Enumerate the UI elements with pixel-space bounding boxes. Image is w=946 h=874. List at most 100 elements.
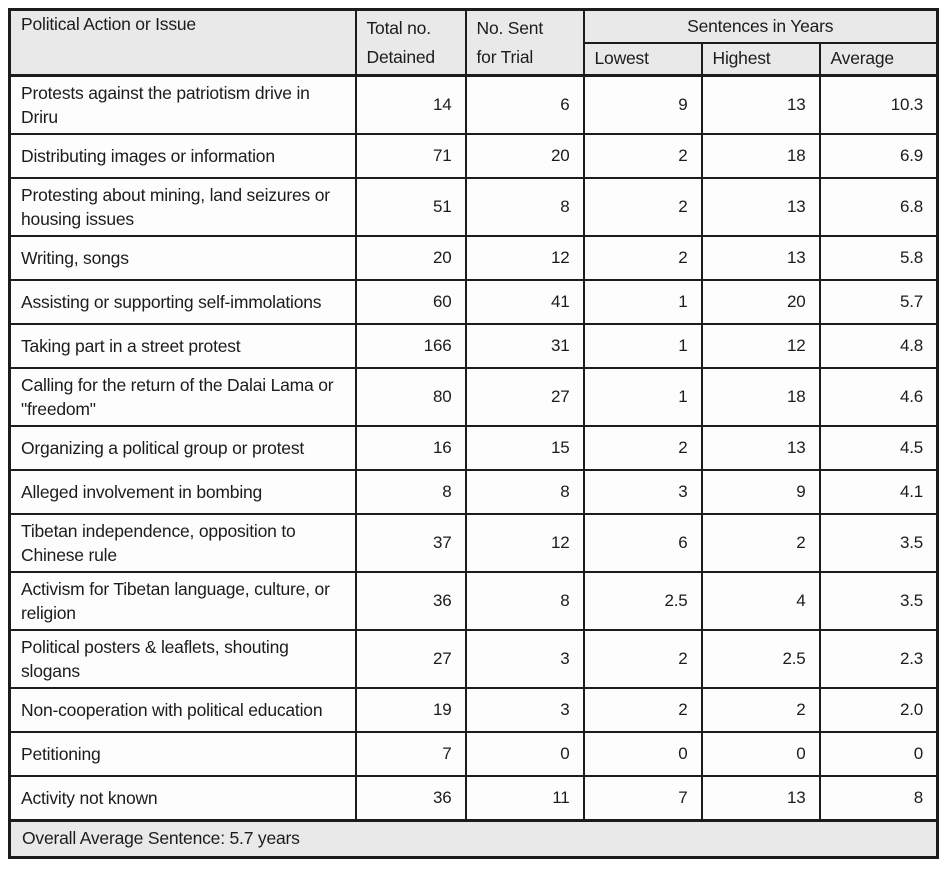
- table-row: Protests against the patriotism drive in…: [8, 74, 939, 135]
- table-body: Protests against the patriotism drive in…: [8, 74, 939, 822]
- row-lowest-value: 1: [582, 367, 703, 427]
- column-header-lowest: Lowest: [582, 41, 703, 77]
- row-lowest-value: 2: [582, 425, 703, 471]
- row-average-value: 5.7: [818, 279, 939, 325]
- row-highest-value: 18: [700, 133, 821, 179]
- row-action-label: Alleged involvement in bombing: [8, 469, 357, 515]
- row-detained-value: 27: [354, 629, 467, 689]
- table-row: Political posters & leaflets, shouting s…: [8, 629, 939, 689]
- row-highest-value: 13: [700, 425, 821, 471]
- row-average-value: 4.1: [818, 469, 939, 515]
- row-action-label: Writing, songs: [8, 235, 357, 281]
- table-row: Taking part in a street protest 166 31 1…: [8, 323, 939, 369]
- table-row: Non-cooperation with political education…: [8, 687, 939, 733]
- row-detained-value: 7: [354, 731, 467, 777]
- row-highest-value: 13: [700, 177, 821, 237]
- row-lowest-value: 7: [582, 775, 703, 822]
- row-lowest-value: 2: [582, 177, 703, 237]
- row-average-value: 6.8: [818, 177, 939, 237]
- table-row: Distributing images or information 71 20…: [8, 133, 939, 179]
- row-trial-value: 15: [464, 425, 585, 471]
- row-trial-value: 31: [464, 323, 585, 369]
- row-lowest-value: 1: [582, 279, 703, 325]
- row-detained-value: 14: [354, 74, 467, 135]
- row-highest-value: 4: [700, 571, 821, 631]
- row-detained-value: 60: [354, 279, 467, 325]
- row-highest-value: 13: [700, 775, 821, 822]
- column-header-highest: Highest: [700, 41, 821, 77]
- row-lowest-value: 9: [582, 74, 703, 135]
- table-row: Protesting about mining, land seizures o…: [8, 177, 939, 237]
- row-average-value: 3.5: [818, 513, 939, 573]
- row-detained-value: 19: [354, 687, 467, 733]
- row-action-label: Assisting or supporting self-immolations: [8, 279, 357, 325]
- table-row: Activism for Tibetan language, culture, …: [8, 571, 939, 631]
- column-header-detained: Total no. Detained: [354, 8, 467, 77]
- row-detained-value: 80: [354, 367, 467, 427]
- table-row: Calling for the return of the Dalai Lama…: [8, 367, 939, 427]
- table-row: Tibetan independence, opposition to Chin…: [8, 513, 939, 573]
- table-footer: Overall Average Sentence: 5.7 years: [8, 819, 939, 859]
- row-lowest-value: 2: [582, 235, 703, 281]
- row-highest-value: 12: [700, 323, 821, 369]
- row-average-value: 8: [818, 775, 939, 822]
- row-trial-value: 8: [464, 177, 585, 237]
- row-trial-value: 8: [464, 571, 585, 631]
- row-action-label: Calling for the return of the Dalai Lama…: [8, 367, 357, 427]
- row-trial-value: 0: [464, 731, 585, 777]
- row-highest-value: 13: [700, 235, 821, 281]
- row-lowest-value: 3: [582, 469, 703, 515]
- row-trial-value: 8: [464, 469, 585, 515]
- row-trial-value: 11: [464, 775, 585, 822]
- row-highest-value: 2: [700, 513, 821, 573]
- row-action-label: Taking part in a street protest: [8, 323, 357, 369]
- row-trial-value: 6: [464, 74, 585, 135]
- row-lowest-value: 2: [582, 629, 703, 689]
- row-average-value: 6.9: [818, 133, 939, 179]
- row-lowest-value: 2.5: [582, 571, 703, 631]
- row-action-label: Distributing images or information: [8, 133, 357, 179]
- table-row: Assisting or supporting self-immolations…: [8, 279, 939, 325]
- row-average-value: 5.8: [818, 235, 939, 281]
- row-detained-value: 71: [354, 133, 467, 179]
- column-header-trial: No. Sent for Trial: [464, 8, 585, 77]
- row-trial-value: 3: [464, 687, 585, 733]
- row-average-value: 2.0: [818, 687, 939, 733]
- row-detained-value: 36: [354, 571, 467, 631]
- row-average-value: 3.5: [818, 571, 939, 631]
- table-row: Petitioning 7 0 0 0 0: [8, 731, 939, 777]
- row-average-value: 4.5: [818, 425, 939, 471]
- row-detained-value: 16: [354, 425, 467, 471]
- table-row: Alleged involvement in bombing 8 8 3 9 4…: [8, 469, 939, 515]
- row-detained-value: 166: [354, 323, 467, 369]
- row-action-label: Non-cooperation with political education: [8, 687, 357, 733]
- table-container: Political Action or Issue Total no. Deta…: [8, 8, 940, 859]
- row-average-value: 10.3: [818, 74, 939, 135]
- row-trial-value: 20: [464, 133, 585, 179]
- row-trial-value: 41: [464, 279, 585, 325]
- row-highest-value: 2.5: [700, 629, 821, 689]
- row-detained-value: 51: [354, 177, 467, 237]
- sentences-table: Political Action or Issue Total no. Deta…: [8, 8, 940, 859]
- row-action-label: Activity not known: [8, 775, 357, 822]
- row-trial-value: 27: [464, 367, 585, 427]
- row-action-label: Tibetan independence, opposition to Chin…: [8, 513, 357, 573]
- overall-average-note: Overall Average Sentence: 5.7 years: [8, 819, 939, 859]
- row-trial-value: 3: [464, 629, 585, 689]
- table-row: Organizing a political group or protest …: [8, 425, 939, 471]
- row-highest-value: 2: [700, 687, 821, 733]
- row-highest-value: 13: [700, 74, 821, 135]
- row-action-label: Activism for Tibetan language, culture, …: [8, 571, 357, 631]
- row-highest-value: 9: [700, 469, 821, 515]
- row-lowest-value: 2: [582, 133, 703, 179]
- row-average-value: 4.6: [818, 367, 939, 427]
- row-lowest-value: 2: [582, 687, 703, 733]
- row-lowest-value: 6: [582, 513, 703, 573]
- row-action-label: Protesting about mining, land seizures o…: [8, 177, 357, 237]
- row-average-value: 4.8: [818, 323, 939, 369]
- row-highest-value: 18: [700, 367, 821, 427]
- row-detained-value: 37: [354, 513, 467, 573]
- row-average-value: 2.3: [818, 629, 939, 689]
- row-detained-value: 8: [354, 469, 467, 515]
- row-lowest-value: 0: [582, 731, 703, 777]
